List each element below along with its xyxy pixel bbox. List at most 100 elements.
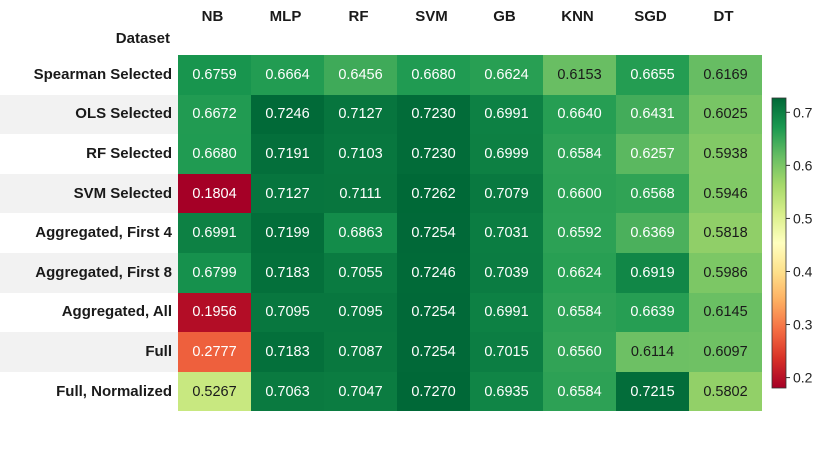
heatmap-cell: 0.5802 <box>689 371 762 412</box>
row-header: Full, Normalized <box>56 382 172 400</box>
index-header: Dataset <box>115 30 170 47</box>
heatmap-cell: 0.6568 <box>616 173 689 214</box>
row-stripe <box>0 332 178 372</box>
heatmap-cell: 0.6991 <box>470 292 543 333</box>
heatmap-cell: 0.6153 <box>543 55 616 95</box>
heatmap-cell: 0.5938 <box>689 134 762 174</box>
heatmap-cell: 0.7127 <box>251 173 324 214</box>
heatmap-cell: 0.7183 <box>251 253 324 293</box>
heatmap-cell: 0.7055 <box>324 253 397 293</box>
column-header: GB <box>493 8 516 25</box>
heatmap-cell: 0.6584 <box>543 292 616 333</box>
heatmap-cell: 0.7103 <box>324 134 397 174</box>
heatmap-cell: 0.6999 <box>470 134 543 174</box>
column-header: RF <box>348 8 369 25</box>
row-stripe <box>0 173 178 214</box>
heatmap-cell: 0.6919 <box>616 253 689 293</box>
heatmap-cell: 0.6169 <box>689 55 762 95</box>
heatmap-cell: 0.7047 <box>324 371 397 412</box>
heatmap-cell: 0.5818 <box>689 213 762 253</box>
colorbar-tick-label: 0.6 <box>793 157 813 173</box>
row-stripe <box>0 253 178 293</box>
heatmap-cell: 0.6257 <box>616 134 689 174</box>
heatmap-cell: 0.6369 <box>616 213 689 253</box>
colorbar-tick-label: 0.7 <box>793 104 813 120</box>
row-header: SVM Selected <box>73 184 172 202</box>
heatmap-cell: 0.6991 <box>178 213 251 253</box>
heatmap-cell: 0.6431 <box>616 94 689 135</box>
heatmap-cell: 0.7254 <box>397 213 470 253</box>
heatmap-cell: 0.5986 <box>689 253 762 293</box>
heatmap-cell: 0.7127 <box>324 94 397 135</box>
heatmap-cell: 0.7262 <box>397 173 470 214</box>
column-header: SGD <box>634 8 667 25</box>
column-header: KNN <box>561 8 594 25</box>
colorbar-tick-label: 0.4 <box>793 263 813 279</box>
heatmap-cell: 0.6592 <box>543 213 616 253</box>
colorbar-tick-label: 0.3 <box>793 317 813 333</box>
column-header: SVM <box>415 8 448 25</box>
heatmap-cell: 0.6680 <box>178 134 251 174</box>
heatmap-cell: 0.7015 <box>470 332 543 372</box>
heatmap-cell: 0.7111 <box>324 173 397 214</box>
heatmap-cell: 0.6560 <box>543 332 616 372</box>
heatmap-cell: 0.6799 <box>178 253 251 293</box>
heatmap-cell: 0.6640 <box>543 94 616 135</box>
colorbar-tick-label: 0.5 <box>793 210 813 226</box>
heatmap-cell: 0.6759 <box>178 55 251 95</box>
heatmap-cell: 0.7246 <box>397 253 470 293</box>
heatmap-cell: 0.6624 <box>470 55 543 95</box>
column-header: DT <box>713 8 734 25</box>
heatmap-cell: 0.6655 <box>616 55 689 95</box>
heatmap-cell: 0.6145 <box>689 292 762 333</box>
heatmap-cell: 0.7031 <box>470 213 543 253</box>
colorbar-gradient <box>771 97 787 389</box>
heatmap-cell: 0.7079 <box>470 173 543 214</box>
heatmap-cell: 0.7215 <box>616 371 689 412</box>
heatmap-cell: 0.7270 <box>397 371 470 412</box>
heatmap-cell: 0.6624 <box>543 253 616 293</box>
column-header: MLP <box>269 8 302 25</box>
heatmap-cell: 0.7230 <box>397 134 470 174</box>
heatmap-cell: 0.7183 <box>251 332 324 372</box>
row-header: OLS Selected <box>75 105 172 123</box>
column-header: NB <box>201 8 224 25</box>
heatmap-cell: 0.6672 <box>178 94 251 135</box>
heatmap-cell: 0.5267 <box>178 371 251 412</box>
colorbar-tick-label: 0.2 <box>793 370 813 386</box>
heatmap-cell: 0.7199 <box>251 213 324 253</box>
heatmap-cell: 0.5946 <box>689 173 762 214</box>
heatmap-cell: 0.6664 <box>251 55 324 95</box>
heatmap-cell: 0.7087 <box>324 332 397 372</box>
colorbar: 0.7 0.6 0.5 0.4 0.3 0.2 <box>771 97 813 389</box>
heatmap-cell: 0.6097 <box>689 332 762 372</box>
heatmap-cell: 0.7063 <box>251 371 324 412</box>
heatmap-cell: 0.2777 <box>178 332 251 372</box>
heatmap-cell: 0.6114 <box>616 332 689 372</box>
heatmap-cell: 0.6639 <box>616 292 689 333</box>
heatmap-cell: 0.7095 <box>251 292 324 333</box>
row-header: Aggregated, All <box>61 303 172 321</box>
heatmap-cell: 0.6584 <box>543 134 616 174</box>
heatmap-cell: 0.7191 <box>251 134 324 174</box>
row-header: Aggregated, First 4 <box>35 224 172 242</box>
row-header: Aggregated, First 8 <box>35 263 172 281</box>
heatmap-cell: 0.6680 <box>397 55 470 95</box>
row-header: Full <box>145 343 172 360</box>
heatmap-cell: 0.6935 <box>470 371 543 412</box>
row-header: Spearman Selected <box>33 65 172 83</box>
heatmap-cell: 0.7230 <box>397 94 470 135</box>
heatmap-cell: 0.7246 <box>251 94 324 135</box>
heatmap-cell: 0.6600 <box>543 173 616 214</box>
heatmap-cell: 0.1804 <box>178 173 251 214</box>
heatmap-cell: 0.6991 <box>470 94 543 135</box>
heatmap-cell: 0.7254 <box>397 332 470 372</box>
heatmap-cell: 0.6584 <box>543 371 616 412</box>
row-header: RF Selected <box>86 145 172 162</box>
heatmap-cell: 0.6863 <box>324 213 397 253</box>
row-stripe <box>0 94 178 135</box>
heatmap-cell: 0.7039 <box>470 253 543 293</box>
heatmap-cell: 0.7095 <box>324 292 397 333</box>
heatmap-cell: 0.6456 <box>324 55 397 95</box>
heatmap-cell: 0.6025 <box>689 94 762 135</box>
